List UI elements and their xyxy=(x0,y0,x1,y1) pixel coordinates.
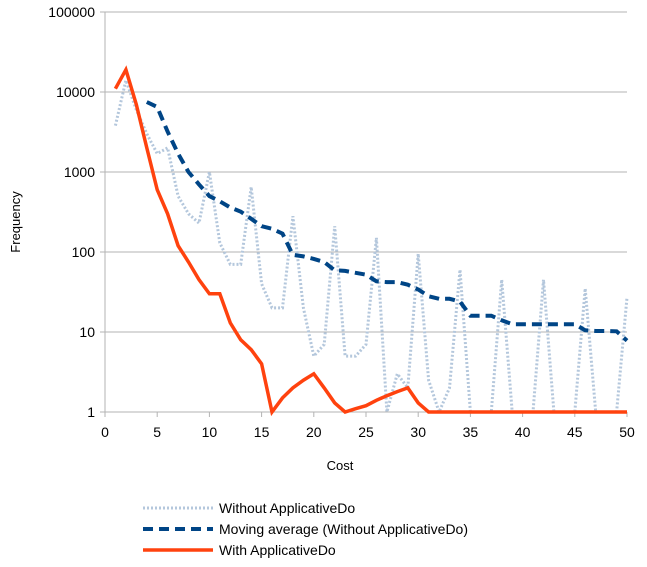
plot-series xyxy=(113,65,629,417)
y-axis-title: Frequency xyxy=(8,191,23,253)
x-tick-label: 20 xyxy=(306,424,322,440)
x-tick-labels: 0 5 10 15 20 25 30 35 40 45 50 xyxy=(101,424,635,440)
x-tick-label: 25 xyxy=(358,424,374,440)
y-tick-label: 100000 xyxy=(48,4,95,20)
x-tick-label: 35 xyxy=(463,424,479,440)
legend: Without ApplicativeDo Moving average (Wit… xyxy=(143,500,468,558)
series-line-2 xyxy=(145,100,629,343)
x-tick-label: 50 xyxy=(619,424,635,440)
x-tick-label: 5 xyxy=(153,424,161,440)
y-tick-labels: 1 10 100 1000 10000 100000 xyxy=(48,4,95,420)
y-tick-label: 10000 xyxy=(56,84,95,100)
y-tick-label: 1000 xyxy=(64,164,95,180)
axes xyxy=(100,11,628,417)
series-line-1 xyxy=(113,74,629,417)
legend-label-3: With ApplicativeDo xyxy=(219,542,336,558)
x-tick-label: 30 xyxy=(410,424,426,440)
y-tick-label: 1 xyxy=(87,404,95,420)
x-tick-label: 0 xyxy=(101,424,109,440)
grid-lines xyxy=(105,11,627,413)
x-tick-label: 45 xyxy=(567,424,583,440)
x-tick-label: 10 xyxy=(202,424,218,440)
x-axis-title: Cost xyxy=(327,458,354,473)
y-tick-label: 100 xyxy=(72,244,96,260)
y-tick-label: 10 xyxy=(79,324,95,340)
legend-label-1: Without ApplicativeDo xyxy=(219,500,355,516)
x-tick-label: 15 xyxy=(254,424,270,440)
x-tick-label: 40 xyxy=(515,424,531,440)
legend-label-2: Moving average (Without ApplicativeDo) xyxy=(219,521,468,537)
series-line-3 xyxy=(113,65,627,417)
